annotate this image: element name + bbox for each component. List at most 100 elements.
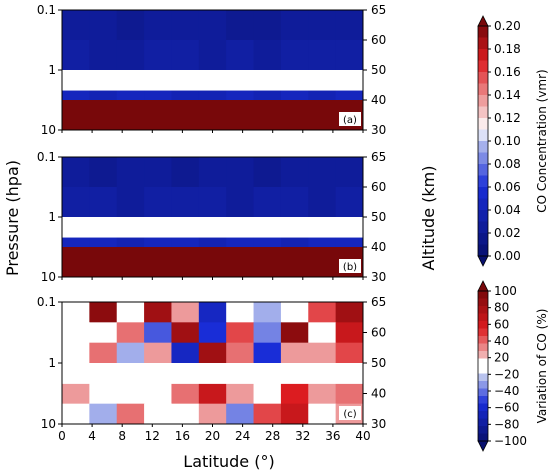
contour-cell	[62, 100, 90, 130]
contour-cell	[171, 187, 200, 218]
right-axis-label: Altitude (km)	[419, 166, 438, 271]
panel-1-cells	[62, 10, 363, 130]
contour-cell	[335, 40, 363, 71]
right-tick-label: 30	[371, 123, 386, 137]
x-tick-label: 28	[265, 429, 280, 443]
colorbar-segment	[478, 141, 488, 153]
colorbar-label: Variation of CO (%)	[535, 309, 549, 424]
contour-cell	[253, 342, 282, 364]
colorbar-segment	[478, 418, 488, 427]
y-axis-label: Pressure (hpa)	[3, 160, 22, 276]
x-tick-label: 32	[295, 429, 310, 443]
contour-cell	[226, 40, 255, 71]
contour-cell	[144, 40, 173, 71]
contour-cell	[171, 100, 200, 130]
x-tick-label: 0	[58, 429, 66, 443]
contour-cell	[226, 302, 255, 323]
contour-cell	[280, 322, 309, 344]
right-tick-label: 60	[371, 33, 386, 47]
contour-cell	[308, 403, 337, 424]
contour-cell	[308, 10, 337, 41]
panel-2: 0.1 1 10 65 60 50 40 30 (b)	[37, 150, 386, 284]
contour-cell	[144, 322, 173, 344]
contour-cell	[62, 40, 90, 71]
colorbar-var: −100 −80 −60 −40 −20 20 40 60 80 100 Variation of …	[477, 280, 549, 452]
x-tick-label: 20	[205, 429, 220, 443]
colorbar-segment	[478, 118, 488, 130]
colorbar-tick-label: 20	[494, 351, 509, 365]
panel-2-cells	[62, 157, 363, 277]
contour-cell	[116, 187, 145, 218]
contour-cell	[253, 40, 282, 71]
contour-cell	[308, 383, 337, 405]
contour-cell	[253, 322, 282, 344]
contour-cell	[116, 342, 145, 364]
contour-cell	[62, 322, 90, 344]
contour-cell	[89, 157, 118, 188]
y-tick-label: 1	[48, 63, 56, 77]
colorbar-segment	[478, 396, 488, 404]
colorbar-label: CO Concentration (vmr)	[535, 69, 549, 212]
contour-cell	[198, 342, 227, 364]
contour-cell	[89, 247, 118, 277]
contour-cell	[171, 322, 200, 344]
contour-cell	[226, 10, 255, 41]
colorbar-segment	[478, 83, 488, 96]
panel-tag-bg	[339, 406, 361, 420]
contour-cell	[116, 100, 145, 130]
colorbar-tick-label: 100	[494, 284, 517, 298]
contour-cell	[89, 403, 118, 424]
right-tick-label: 30	[371, 270, 386, 284]
colorbar-segment	[478, 198, 488, 211]
panel-1: 0.1 1 10 65 60 50 40 30 (a)	[37, 3, 386, 137]
colorbar-tick-label: 0.14	[494, 88, 521, 102]
contour-cell	[308, 40, 337, 71]
contour-cell	[226, 157, 255, 188]
x-tick-label: 8	[118, 429, 126, 443]
panel-3: 0.1 1 10 65 60 50 40 30 (c)	[37, 295, 386, 431]
right-tick-label: 50	[371, 210, 386, 224]
contour-cell	[144, 187, 173, 218]
contour-cell	[89, 302, 118, 323]
contour-cell	[144, 383, 173, 405]
colorbar-tick-label: 0.10	[494, 134, 521, 148]
contour-cell	[171, 247, 200, 277]
contour-cell	[226, 187, 255, 218]
panel-3-cells	[62, 302, 363, 424]
colorbar-segment	[478, 321, 488, 329]
colorbar-segment	[478, 60, 488, 73]
contour-cell	[226, 100, 255, 130]
colorbar-tick-label: 40	[494, 334, 509, 348]
contour-cell	[89, 10, 118, 41]
right-tick-label: 40	[371, 240, 386, 254]
contour-cell	[89, 383, 118, 405]
contour-cell	[62, 383, 90, 405]
y-tick-label: 10	[41, 417, 56, 431]
colorbar-segment	[478, 95, 488, 107]
contour-cell	[62, 10, 90, 41]
contour-cell	[198, 40, 227, 71]
colorbar-tick-label: −100	[494, 434, 527, 448]
contour-cell	[171, 342, 200, 364]
colorbar-max-arrow	[477, 15, 489, 27]
contour-cell	[253, 302, 282, 323]
panel-tag: (b)	[343, 262, 357, 273]
contour-cell	[308, 157, 337, 188]
right-tick-label: 40	[371, 387, 386, 401]
contour-cell	[308, 302, 337, 323]
colorbar-segment	[478, 388, 488, 397]
colorbar-max-arrow	[477, 280, 489, 292]
colorbar-segment	[478, 411, 488, 419]
right-tick-label: 60	[371, 326, 386, 340]
colorbar-tick-label: 0.18	[494, 42, 521, 56]
y-tick-label: 0.1	[37, 295, 56, 309]
contour-cell	[89, 40, 118, 71]
colorbar-segment	[478, 233, 488, 245]
colorbar-segment	[478, 221, 488, 234]
contour-cell	[226, 403, 255, 424]
colorbar-segment	[478, 298, 488, 307]
contour-cell	[253, 187, 282, 218]
colorbars: 0.00 0.02 0.04 0.06 0.08 0.10 0.12 0.14 0.16 0.18…	[477, 15, 549, 452]
colorbar-segment	[478, 129, 488, 142]
x-tick-label: 12	[145, 429, 160, 443]
